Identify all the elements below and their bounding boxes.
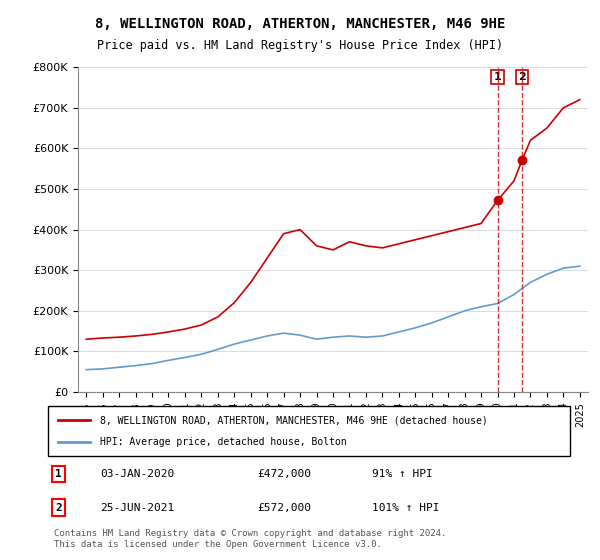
Text: Price paid vs. HM Land Registry's House Price Index (HPI): Price paid vs. HM Land Registry's House … bbox=[97, 39, 503, 52]
Text: 8, WELLINGTON ROAD, ATHERTON, MANCHESTER, M46 9HE (detached house): 8, WELLINGTON ROAD, ATHERTON, MANCHESTER… bbox=[100, 415, 488, 425]
Text: £572,000: £572,000 bbox=[257, 502, 311, 512]
Text: 1: 1 bbox=[494, 72, 502, 82]
Text: £472,000: £472,000 bbox=[257, 469, 311, 479]
Text: 03-JAN-2020: 03-JAN-2020 bbox=[100, 469, 175, 479]
Text: HPI: Average price, detached house, Bolton: HPI: Average price, detached house, Bolt… bbox=[100, 437, 347, 447]
Text: 2: 2 bbox=[518, 72, 526, 82]
Text: 1: 1 bbox=[55, 469, 62, 479]
Text: 8, WELLINGTON ROAD, ATHERTON, MANCHESTER, M46 9HE: 8, WELLINGTON ROAD, ATHERTON, MANCHESTER… bbox=[95, 17, 505, 31]
Text: Contains HM Land Registry data © Crown copyright and database right 2024.
This d: Contains HM Land Registry data © Crown c… bbox=[54, 529, 446, 549]
Text: 2: 2 bbox=[55, 502, 62, 512]
Text: 101% ↑ HPI: 101% ↑ HPI bbox=[371, 502, 439, 512]
Text: 91% ↑ HPI: 91% ↑ HPI bbox=[371, 469, 433, 479]
Text: 25-JUN-2021: 25-JUN-2021 bbox=[100, 502, 175, 512]
FancyBboxPatch shape bbox=[48, 406, 570, 456]
